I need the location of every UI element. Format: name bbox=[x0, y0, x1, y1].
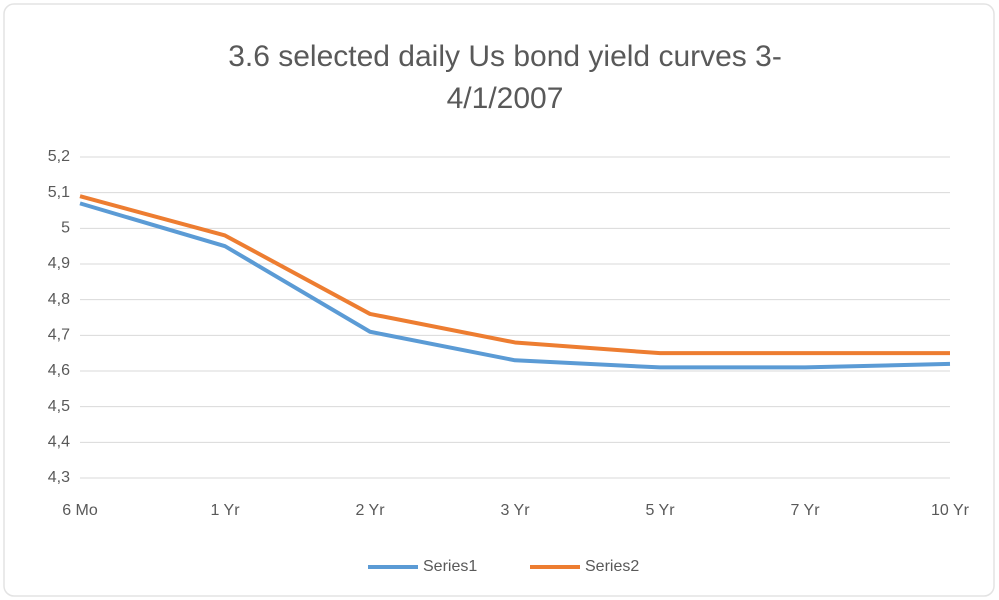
y-tick-label: 5 bbox=[61, 220, 70, 237]
y-tick-label: 5,1 bbox=[48, 184, 70, 201]
x-tick-label: 10 Yr bbox=[931, 502, 970, 519]
legend-label: Series1 bbox=[423, 558, 477, 575]
series-line bbox=[79, 201, 951, 370]
x-tick-label: 3 Yr bbox=[500, 502, 530, 519]
y-tick-label: 4,6 bbox=[48, 362, 70, 379]
chart-title: 3.6 selected daily Us bond yield curves … bbox=[228, 40, 782, 73]
x-tick-label: 2 Yr bbox=[355, 502, 385, 519]
y-tick-label: 4,3 bbox=[48, 469, 70, 486]
series-line bbox=[79, 194, 950, 356]
x-tick-label: 1 Yr bbox=[210, 502, 240, 519]
chart-title: 4/1/2007 bbox=[447, 82, 564, 115]
y-tick-label: 4,9 bbox=[48, 255, 70, 272]
legend-label: Series2 bbox=[585, 558, 639, 575]
y-tick-label: 4,5 bbox=[48, 398, 70, 415]
y-tick-label: 5,2 bbox=[48, 148, 70, 165]
y-tick-label: 4,4 bbox=[48, 434, 70, 451]
x-tick-label: 6 Mo bbox=[62, 502, 98, 519]
x-tick-label: 7 Yr bbox=[790, 502, 820, 519]
x-tick-label: 5 Yr bbox=[645, 502, 675, 519]
y-tick-label: 4,8 bbox=[48, 291, 70, 308]
y-tick-label: 4,7 bbox=[48, 327, 70, 344]
